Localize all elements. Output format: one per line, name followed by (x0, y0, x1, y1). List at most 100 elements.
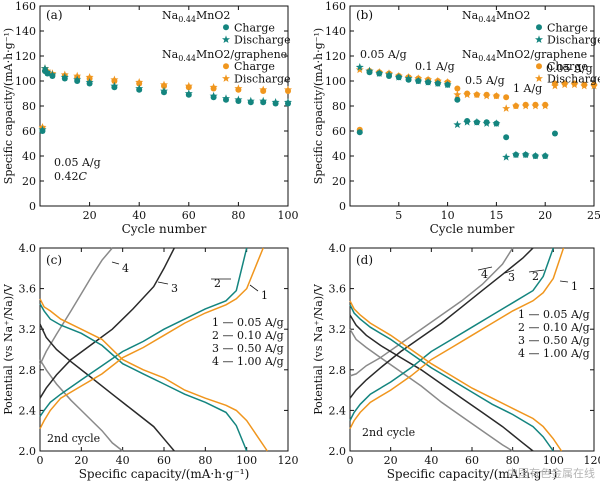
curve-3-discharge (39, 323, 175, 452)
curve-label: 1 (571, 280, 578, 293)
curve-label-leader (559, 280, 569, 283)
data-point (581, 81, 588, 88)
x-tick-label: 120 (278, 454, 299, 467)
y-tick-label: 160 (15, 0, 36, 13)
data-point (355, 65, 364, 74)
panel-label: (b) (356, 8, 373, 22)
legend-label: 1 — 0.05 A/g (212, 316, 284, 329)
legend-label: Discharge (234, 73, 291, 86)
data-point (464, 118, 471, 124)
data-point (425, 79, 432, 86)
panel-label: (a) (46, 8, 63, 22)
y-tick-label: 140 (325, 25, 346, 38)
data-point (454, 85, 461, 92)
data-point (483, 119, 490, 126)
y-tick-label: 20 (22, 175, 36, 188)
x-tick-label: 80 (231, 209, 245, 222)
rate-annotation: 1 A/g (513, 82, 542, 95)
annotation: 0.05 A/g (54, 156, 101, 169)
data-point (512, 103, 519, 109)
curve-label-leader (111, 261, 120, 265)
curve-label: 2 (532, 270, 539, 283)
y-tick-label: 0 (29, 200, 36, 213)
x-tick-label: 100 (278, 209, 299, 222)
data-point (542, 153, 549, 159)
curve-label-leader (528, 269, 545, 273)
x-tick-label: 120 (584, 454, 600, 467)
data-point (161, 89, 167, 96)
data-point (376, 70, 383, 77)
legend-label: Discharge (234, 34, 291, 47)
data-point (44, 70, 51, 77)
curve-label: 4 (481, 268, 488, 281)
legend-marker (535, 35, 543, 43)
x-tick-label: 20 (74, 454, 88, 467)
data-point (395, 74, 402, 81)
curve-label-leader (504, 269, 515, 274)
y-tick-label: 20 (332, 175, 346, 188)
curve-2-discharge (349, 304, 554, 452)
curve-4-discharge (349, 328, 514, 452)
x-axis-label: Cycle number (122, 222, 207, 236)
x-tick-label: 100 (236, 454, 257, 467)
y-tick-label: 60 (22, 125, 36, 138)
rate-annotation: 0.1 A/g (415, 60, 455, 73)
data-point (235, 86, 242, 93)
legend-label: Discharge (547, 34, 600, 47)
x-axis-label: Specific capacity/(mA·h·g⁻¹) (79, 467, 250, 481)
data-point (39, 128, 46, 134)
data-point (434, 80, 441, 87)
legend-label: 3 — 0.50 A/g (518, 334, 590, 347)
legend-label: 4 — 1.00 A/g (518, 347, 590, 360)
data-point (272, 100, 279, 107)
data-point (591, 81, 597, 88)
data-point (111, 78, 118, 84)
y-tick-label: 40 (332, 150, 346, 163)
legend-marker (223, 24, 229, 31)
watermark: 中国有色金属在线 (507, 466, 595, 480)
data-point (355, 63, 364, 71)
data-point (493, 120, 500, 127)
data-point (185, 91, 192, 98)
legend-marker (536, 24, 542, 31)
data-point (223, 96, 229, 103)
data-point (503, 134, 510, 141)
data-point (502, 104, 511, 112)
x-tick-label: 20 (538, 209, 552, 222)
curve-1-charge (39, 247, 264, 430)
data-point (86, 80, 93, 87)
data-point (61, 75, 68, 82)
panel-label: (c) (46, 253, 62, 267)
legend-label: Charge (234, 21, 275, 34)
y-tick-label: 120 (325, 50, 346, 63)
curve-2-charge (39, 247, 248, 417)
data-point (247, 99, 254, 106)
data-point (386, 73, 393, 79)
legend-marker (223, 63, 229, 70)
legend-marker (222, 74, 230, 82)
y-tick-label: 80 (22, 100, 36, 113)
legend-label: 4 — 1.00 A/g (212, 355, 284, 368)
data-point (285, 100, 291, 107)
data-point (415, 78, 422, 84)
panel-b: 0 20 40 60 80 100 120 140 160 5 10 15 20 25 Cycle numb… (312, 0, 600, 236)
rate-annotation: 0.05 A/g (360, 48, 407, 61)
curve-1-discharge (349, 300, 563, 452)
x-tick-label: 60 (465, 454, 479, 467)
panel-label: (d) (356, 253, 373, 267)
x-tick-label: 40 (132, 209, 146, 222)
legend-label: 2 — 0.10 A/g (212, 329, 284, 342)
legend-label: 2 — 0.10 A/g (518, 321, 590, 334)
curve-label: 3 (508, 271, 515, 284)
curve-4-charge (39, 247, 113, 366)
data-point (522, 101, 529, 108)
data-point (366, 69, 373, 76)
y-tick-label: 40 (22, 150, 36, 163)
x-tick-label: 20 (83, 209, 97, 222)
data-point (74, 78, 81, 84)
curve-label: 1 (261, 289, 268, 302)
y-tick-label: 2.8 (329, 364, 347, 377)
legend-label: Charge (547, 60, 588, 73)
legend-marker (535, 74, 543, 82)
